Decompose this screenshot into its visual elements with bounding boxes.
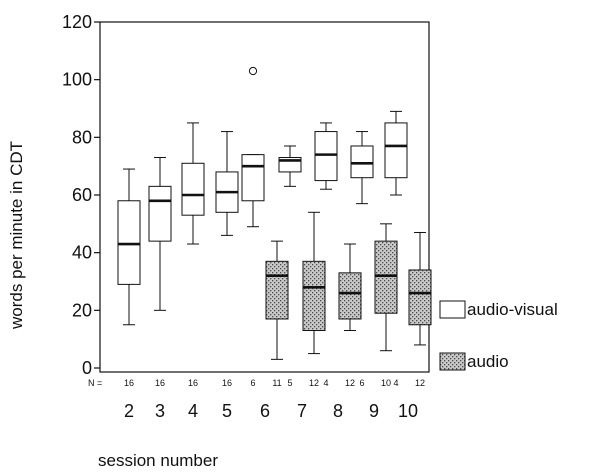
plot-frame [99, 21, 430, 373]
n-label: 16 [155, 378, 165, 388]
y-tick-label: 100 [62, 70, 92, 90]
y-tick-label: 20 [72, 300, 92, 320]
x-tick-label: 10 [398, 401, 418, 421]
n-label: 12 [415, 378, 425, 388]
box-audio-10 [408, 231, 432, 346]
x-axis: 2 3 4 5 6 7 8 9 10 [124, 401, 418, 421]
x-axis-title: session number [98, 451, 218, 470]
box-body [265, 260, 289, 320]
box-body [117, 200, 141, 285]
box-audio-visual-5 [215, 131, 239, 236]
box-audio-9 [374, 223, 398, 352]
n-labels: N = 16 16 16 16 6 5 4 6 4 11 12 12 10 12 [88, 378, 425, 388]
box-body [338, 272, 362, 320]
y-axis: 0 20 40 60 80 100 120 [62, 12, 100, 378]
box-body [181, 162, 205, 216]
y-tick-label: 120 [62, 12, 92, 32]
legend-swatch-audio-visual [439, 300, 466, 319]
x-tick-label: 7 [297, 401, 307, 421]
box-audio-visual-7 [278, 145, 302, 187]
n-label: 12 [309, 378, 319, 388]
legend-label-audio: audio [467, 352, 509, 371]
box-audio-visual-10 [384, 110, 408, 196]
box-body [374, 240, 398, 314]
y-tick-label: 60 [72, 185, 92, 205]
x-tick-label: 3 [155, 401, 165, 421]
x-tick-label: 5 [222, 401, 232, 421]
box-audio-visual-9 [350, 131, 374, 205]
legend: audio-visual audio [439, 300, 558, 371]
n-label: 6 [359, 378, 364, 388]
outlier-point [248, 66, 258, 76]
box-audio-visual-2 [117, 168, 141, 326]
n-label: 16 [222, 378, 232, 388]
x-tick-label: 8 [333, 401, 343, 421]
y-tick-label: 80 [72, 127, 92, 147]
y-tick-label: 40 [72, 243, 92, 263]
box-audio-6 [265, 240, 289, 360]
n-label: 16 [124, 378, 134, 388]
x-tick-label: 2 [124, 401, 134, 421]
x-tick-label: 4 [188, 401, 198, 421]
box-audio-8 [338, 243, 362, 332]
box-body [241, 154, 265, 202]
n-label: 6 [250, 378, 255, 388]
boxes [117, 66, 432, 360]
y-tick-label: 0 [82, 358, 92, 378]
n-label: 5 [287, 378, 292, 388]
legend-swatch-audio [439, 352, 466, 371]
box-audio-7 [302, 211, 326, 355]
x-tick-label: 9 [369, 401, 379, 421]
n-label: 11 [272, 378, 281, 388]
box-audio-visual-6 [241, 66, 265, 228]
n-label: 10 [381, 378, 391, 388]
x-tick-label: 6 [260, 401, 270, 421]
box-body [302, 260, 326, 332]
box-body [408, 269, 432, 326]
box-audio-visual-4 [181, 122, 205, 245]
box-audio-visual-3 [148, 157, 172, 311]
box-body [384, 122, 408, 179]
box-body [148, 185, 172, 242]
n-label: 16 [188, 378, 198, 388]
y-axis-title: words per minute in CDT [7, 141, 26, 330]
legend-label-audio-visual: audio-visual [467, 300, 558, 319]
n-prefix-label: N = [88, 378, 102, 388]
box-audio-visual-8 [314, 122, 338, 190]
n-label: 4 [323, 378, 328, 388]
n-label: 4 [393, 378, 398, 388]
box-body [314, 131, 338, 182]
box-body [350, 145, 374, 179]
n-label: 12 [345, 378, 355, 388]
